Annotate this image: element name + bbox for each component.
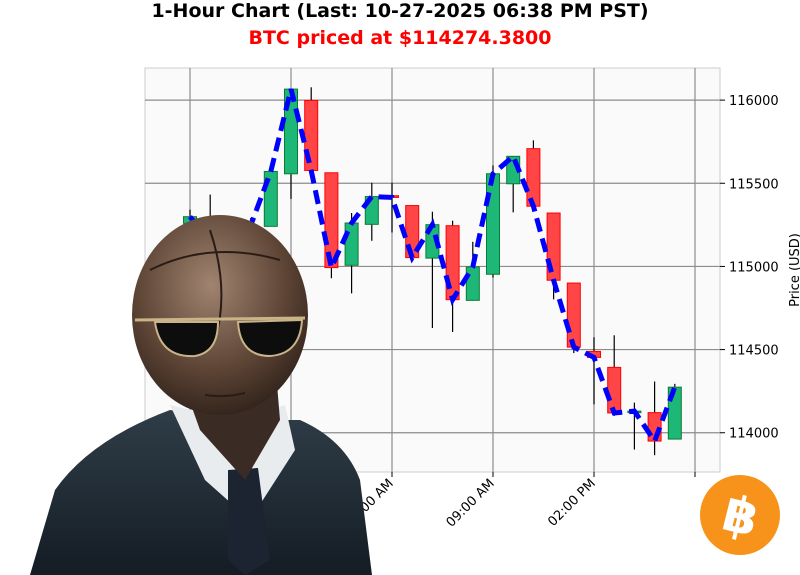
agent-mascot-image — [30, 215, 372, 575]
y-tick-label: 115500 — [729, 177, 779, 192]
close-price-line — [188, 88, 678, 447]
chart-title: 1-Hour Chart (Last: 10-27-2025 06:38 PM … — [151, 0, 649, 22]
y-axis: 114000 114500 115000 115500 116000 — [720, 94, 779, 442]
x-tick-label: 09:00 AM — [444, 476, 498, 530]
candle-body — [465, 266, 480, 301]
x-tick-label: 02:00 PM — [545, 476, 598, 529]
sunglasses-icon — [134, 316, 306, 358]
candle — [526, 140, 541, 207]
tie — [228, 468, 270, 575]
chart-subtitle: BTC priced at $114274.3800 — [248, 27, 552, 49]
y-tick-label: 114500 — [729, 344, 779, 359]
y-axis-label: Price (USD) — [788, 233, 800, 307]
y-tick-label: 116000 — [729, 94, 779, 109]
candle-body — [526, 148, 541, 207]
candle-body — [486, 173, 500, 275]
candle-body — [566, 282, 581, 348]
mouth — [204, 392, 246, 398]
y-tick-label: 114000 — [729, 427, 779, 442]
candle-body — [344, 222, 359, 266]
bitcoin-logo-icon: ฿ — [700, 475, 780, 555]
candle-body — [607, 366, 622, 414]
y-tick-label: 115000 — [729, 260, 779, 275]
